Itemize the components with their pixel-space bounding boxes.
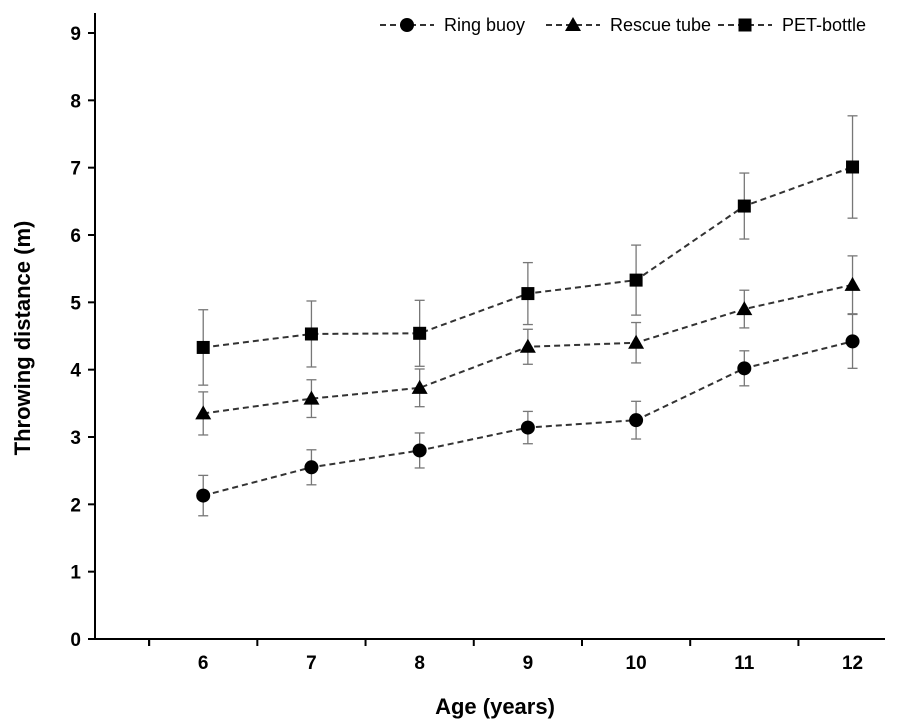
data-markers xyxy=(195,160,861,503)
ring-buoy-marker xyxy=(412,443,427,458)
y-axis-title: Throwing distance (m) xyxy=(10,221,35,456)
x-tick-label: 8 xyxy=(414,653,425,674)
axes xyxy=(94,13,885,640)
pet-bottle-marker xyxy=(196,340,210,354)
y-tick-label: 8 xyxy=(70,91,81,112)
x-tick-label: 7 xyxy=(306,653,317,674)
legend-label: Rescue tube xyxy=(610,15,711,35)
ring-buoy-marker xyxy=(196,488,211,503)
pet-bottle-marker xyxy=(304,327,318,341)
rescue-tube-marker xyxy=(736,301,753,316)
rescue-tube-marker xyxy=(195,405,212,420)
pet-bottle-marker xyxy=(737,199,751,213)
y-tick-label: 5 xyxy=(70,293,81,314)
y-tick-label: 4 xyxy=(70,361,81,382)
legend: Ring buoy Rescue tube PET-bottle xyxy=(380,15,866,35)
rescue-tube-marker xyxy=(565,17,581,31)
rescue-tube-marker xyxy=(411,379,428,394)
ring-buoy-marker xyxy=(304,460,319,475)
ring-buoy-marker xyxy=(400,18,414,32)
x-axis-ticks: 6 7 8 9 10 11 12 xyxy=(148,639,863,674)
pet-bottle-marker xyxy=(521,287,535,301)
y-axis-ticks: 0 1 2 3 4 5 6 7 8 9 xyxy=(70,24,95,651)
y-tick-label: 0 xyxy=(70,630,81,651)
legend-label: PET-bottle xyxy=(782,15,866,35)
y-tick-label: 1 xyxy=(70,563,81,584)
rescue-tube-marker xyxy=(628,334,645,349)
rescue-tube-marker xyxy=(844,276,861,291)
y-tick-label: 3 xyxy=(70,428,81,449)
ring-buoy-marker xyxy=(845,334,860,349)
pet-bottle-marker xyxy=(846,160,860,174)
ring-buoy-marker xyxy=(629,413,644,428)
x-tick-label: 11 xyxy=(734,653,755,674)
y-tick-label: 6 xyxy=(70,226,81,247)
ring-buoy-marker xyxy=(737,361,752,376)
x-tick-label: 12 xyxy=(842,653,863,674)
rescue-tube-marker xyxy=(303,390,320,405)
ring-buoy-marker xyxy=(520,420,535,435)
x-axis-title: Age (years) xyxy=(435,694,555,719)
x-tick-label: 10 xyxy=(626,653,647,674)
y-tick-label: 9 xyxy=(70,24,81,45)
y-tick-label: 2 xyxy=(70,495,81,516)
error-bars xyxy=(198,115,858,517)
x-tick-label: 9 xyxy=(523,653,534,674)
x-tick-label: 6 xyxy=(198,653,209,674)
y-tick-label: 7 xyxy=(70,159,81,180)
pet-bottle-marker xyxy=(413,326,427,340)
pet-bottle-marker xyxy=(629,273,643,287)
pet-bottle-marker xyxy=(738,18,752,32)
legend-label: Ring buoy xyxy=(444,15,525,35)
rescue-tube-marker xyxy=(519,338,536,353)
